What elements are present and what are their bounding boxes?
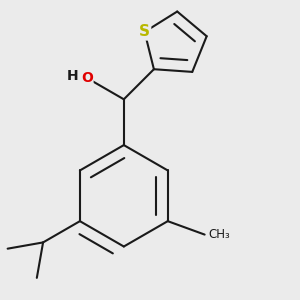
Text: H: H xyxy=(67,69,78,83)
Text: CH₃: CH₃ xyxy=(208,228,230,241)
Text: O: O xyxy=(81,71,93,85)
Text: S: S xyxy=(139,24,150,39)
